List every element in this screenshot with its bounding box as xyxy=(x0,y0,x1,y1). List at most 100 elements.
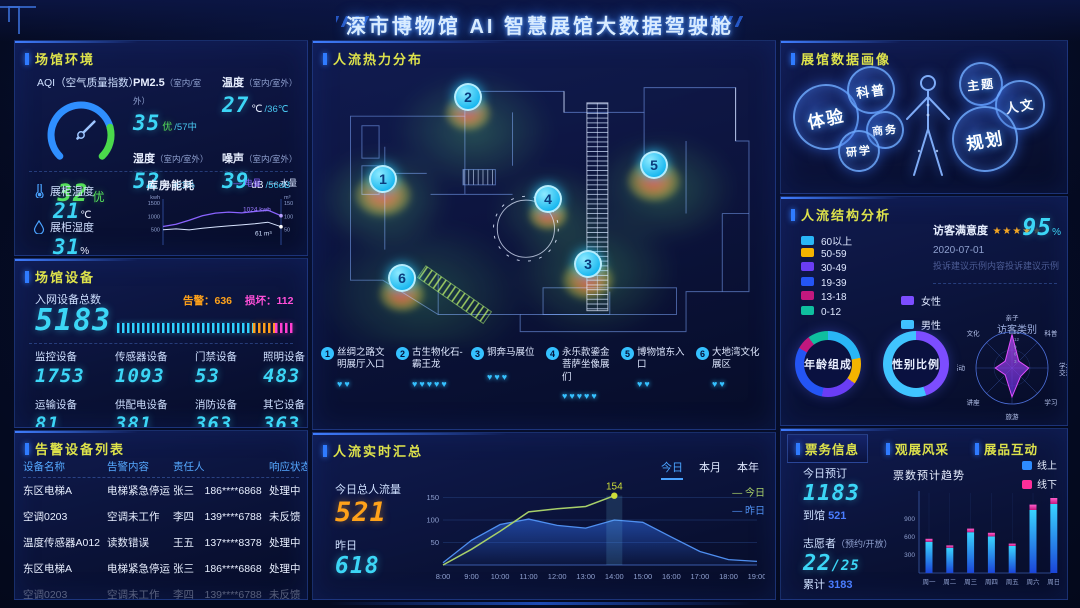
svg-text:11:00: 11:00 xyxy=(519,572,537,581)
svg-text:旅游: 旅游 xyxy=(1006,412,1020,421)
floorplan-map: 1 2 3 4 5 6 xyxy=(313,59,775,345)
yesterday-flow: 昨日 618 xyxy=(335,540,380,579)
aqi-gauge xyxy=(47,101,115,160)
svg-text:100: 100 xyxy=(284,214,293,220)
heatmap-marker-6[interactable]: 6 xyxy=(388,264,416,292)
age-legend-item: 19-39 xyxy=(801,276,852,292)
tab-展品互动[interactable]: 展品互动 xyxy=(967,434,1046,463)
svg-text:500: 500 xyxy=(151,228,160,234)
panel-heatmap-title: 人流热力分布 xyxy=(313,41,775,68)
legend-item: 线上 xyxy=(1022,457,1057,476)
svg-text:50: 50 xyxy=(284,228,290,234)
svg-text:学习: 学习 xyxy=(1044,397,1057,406)
panel-structure-title: 人流结构分析 xyxy=(781,197,1067,224)
droplet-icon xyxy=(33,220,45,234)
env-metric: PM2.5（室内/室外） 35 优/57中 xyxy=(133,77,202,135)
env-metric: 温度（室内/室外） 27 ℃/36℃ xyxy=(222,77,298,117)
svg-text:12:00: 12:00 xyxy=(548,572,567,581)
panel-heatmap: 人流热力分布 xyxy=(312,40,776,430)
table-header: 设备名称 告警内容 责任人 响应状态 xyxy=(23,457,307,478)
aqi-value: 32 优 xyxy=(57,179,105,207)
svg-text:kwh: kwh xyxy=(150,195,160,201)
svg-text:50: 50 xyxy=(431,538,439,547)
svg-text:15:00: 15:00 xyxy=(633,572,652,581)
svg-text:300: 300 xyxy=(904,552,915,559)
footer-decor xyxy=(330,602,750,605)
corner-bracket-right xyxy=(0,6,20,34)
radar-title: 访客类别 xyxy=(997,325,1037,336)
ticket-stats: 今日预订 1183 到馆 521 志愿者（预约/开放） 22/25 累计 318… xyxy=(803,468,893,591)
age-legend-item: 60以上 xyxy=(801,233,852,248)
satisfaction-value: 95% xyxy=(1022,215,1061,241)
heatmap-legend: 1 丝绸之路文明展厅入口 ♥♥ 2 古生物化石-霸王龙 ♥♥♥♥♥ 3 铜奔马展位 ♥♥♥ 4 永乐… xyxy=(321,347,771,401)
svg-text:文化: 文化 xyxy=(967,329,981,338)
svg-text:周五: 周五 xyxy=(1006,578,1020,586)
heatmap-legend-item: 5 博物馆东入口 ♥♥ xyxy=(621,347,696,401)
title-bar-icon xyxy=(791,52,795,65)
heatmap-marker-2[interactable]: 2 xyxy=(454,83,482,111)
tab-本年[interactable]: 本年 xyxy=(737,462,759,474)
title-bar-icon xyxy=(25,52,29,65)
today-flow: 今日总人流量 521 xyxy=(335,484,401,528)
age-legend-item: 30-49 xyxy=(801,262,852,277)
svg-text:3: 3 xyxy=(1014,359,1017,364)
age-legend-item: 50-59 xyxy=(801,247,852,263)
top-header: 深市博物馆 AI 智慧展馆大数据驾驶舱 xyxy=(0,0,1080,42)
thermometer-icon xyxy=(35,184,44,198)
tab-观展风采[interactable]: 观展风采 xyxy=(878,434,957,463)
device-status-bar xyxy=(117,323,293,333)
legend-item: — 水量 xyxy=(269,178,297,188)
svg-text:150: 150 xyxy=(284,201,293,207)
device-stat: 监控设备 1753 xyxy=(35,351,85,387)
env-metrics: PM2.5（室内/室外） 35 优/57中 温度（室内/室外） 27 ℃/36℃ 湿… xyxy=(133,73,301,193)
svg-text:1000: 1000 xyxy=(148,214,160,220)
ticket-tabs: 票务信息 观展风采 展品互动 xyxy=(787,434,1046,463)
title-bar-icon xyxy=(323,444,327,457)
title-bar-icon xyxy=(25,442,29,455)
age-legend-item: 0-12 xyxy=(801,305,852,321)
env-metric: 湿度（室内/室外） 52%/61% xyxy=(133,153,209,193)
svg-text:19:00: 19:00 xyxy=(748,572,765,581)
legend-number-badge: 2 xyxy=(396,347,409,360)
device-total-label: 入网设备总数 xyxy=(35,294,101,306)
svg-text:周二: 周二 xyxy=(943,578,957,586)
panel-portrait-title: 展馆数据画像 xyxy=(781,41,1067,68)
heatmap-marker-1[interactable]: 1 xyxy=(369,165,397,193)
gender-donut-chart: 性别比例 xyxy=(883,331,949,397)
divider xyxy=(29,171,293,172)
age-legend: 60以上 50-59 30-49 19-39 13-18 0-12 xyxy=(801,233,852,321)
table-row: 温度传感器A012 读数错误 王五 137****8378 处理中 xyxy=(23,537,301,549)
table-row: 空调0203 空调未工作 李四 139****6788 未反馈 xyxy=(23,589,301,600)
panel-structure: 人流结构分析 访客满意度 ★★★★★ 95% 2020-07-01 投诉建议示例… xyxy=(780,196,1068,426)
panel-portrait: 展馆数据画像 体验 科普 商务 研学 主题 人文 规划 xyxy=(780,40,1068,194)
svg-text:m³: m³ xyxy=(284,195,291,201)
satisfaction-date: 2020-07-01 xyxy=(933,245,985,256)
svg-text:150: 150 xyxy=(426,493,439,502)
heatmap-legend-item: 1 丝绸之路文明展厅入口 ♥♥ xyxy=(321,347,396,401)
panel-env: 场馆环境 AQI（空气质量指数） 32 优 PM2.5（室内/室外） 35 优/57… xyxy=(14,40,308,256)
device-total-value: 5183 xyxy=(35,303,112,338)
panel-tickets: 票务信息 观展风采 展品互动 今日预订 1183 到馆 521 志愿者（预约/开放）… xyxy=(780,428,1068,600)
tab-票务信息[interactable]: 票务信息 xyxy=(787,434,869,463)
tab-今日[interactable]: 今日 xyxy=(661,459,683,480)
svg-text:17:00: 17:00 xyxy=(691,572,710,581)
svg-text:周一: 周一 xyxy=(923,578,937,586)
panel-devices-title: 场馆设备 xyxy=(15,259,307,286)
device-stat: 传感器设备 1093 xyxy=(115,351,168,387)
heatmap-marker-3[interactable]: 3 xyxy=(574,250,602,278)
realtime-tabs: 今日 本月 本年 xyxy=(661,459,759,480)
satisfaction-block: 访客满意度 ★★★★★ 95% 2020-07-01 投诉建议示例内容投诉建议示… xyxy=(933,215,1061,271)
table-row: 东区电梯A 电梯紧急停运 张三 186****6868 处理中 xyxy=(23,563,301,575)
energy-legend: — 电量 — 水量 xyxy=(225,177,297,193)
title-bar-icon xyxy=(791,208,795,221)
page-title: 深市博物馆 AI 智慧展馆大数据驾驶舱 xyxy=(345,16,735,38)
tab-本月[interactable]: 本月 xyxy=(699,462,721,474)
heatmap-legend-item: 3 铜奔马展位 ♥♥♥ xyxy=(471,347,546,401)
legend-item: — 昨日 xyxy=(732,506,765,517)
device-stat: 消防设备 363 xyxy=(195,399,237,428)
heatmap-marker-5[interactable]: 5 xyxy=(640,151,668,179)
heatmap-marker-4[interactable]: 4 xyxy=(534,185,562,213)
svg-text:12: 12 xyxy=(1014,337,1020,342)
realtime-chart: 50 100 150 154 8:00 9:00 10:00 11:00 12:00 13:00 1… xyxy=(426,482,765,581)
